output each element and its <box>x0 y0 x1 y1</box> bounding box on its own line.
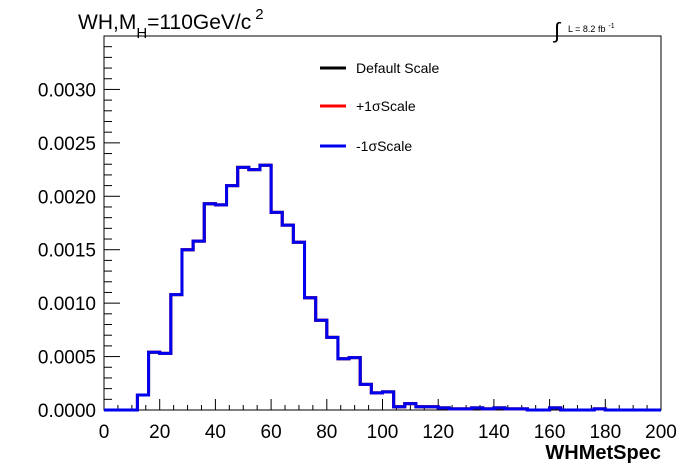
integral-sign: ∫ <box>552 18 562 43</box>
x-tick-label: 160 <box>534 422 566 443</box>
x-tick-label: 20 <box>149 422 170 443</box>
chart-title: WH,MH=110GeV/c 2 <box>78 6 264 42</box>
lumi-text: L = 8.2 fb -1 <box>568 23 615 34</box>
y-tick-label: 0.0025 <box>38 134 96 155</box>
x-tick-label: 180 <box>589 422 621 443</box>
lumi-value: L = 8.2 fb <box>568 24 605 34</box>
legend-label: -1σScale <box>356 138 412 154</box>
title-main: WH,M <box>78 11 136 34</box>
x-tick-label: 140 <box>478 422 510 443</box>
y-tick-label: 0.0000 <box>38 401 96 422</box>
x-tick-label: 80 <box>316 422 337 443</box>
y-tick-label: 0.0010 <box>38 294 96 315</box>
y-tick-label: 0.0020 <box>38 187 96 208</box>
y-tick-label: 0.0030 <box>38 80 96 101</box>
x-axis-title: WHMetSpec <box>545 442 661 464</box>
title-superscript: 2 <box>255 6 263 23</box>
legend: Default Scale +1σScale -1σScale <box>320 60 439 154</box>
series-line-3 <box>104 163 661 412</box>
title-subscript: H <box>136 25 147 42</box>
title-rest: =110GeV/c <box>147 11 251 34</box>
legend-label: Default Scale <box>356 60 439 76</box>
y-tick-label: 0.0015 <box>38 241 96 262</box>
x-tick-label: 40 <box>205 422 226 443</box>
y-tick-label: 0.0005 <box>38 348 96 369</box>
lumi-superscript: -1 <box>608 23 614 30</box>
x-tick-label: 0 <box>99 422 110 443</box>
x-tick-label: 100 <box>367 422 399 443</box>
x-tick-label: 120 <box>422 422 454 443</box>
x-tick-label: 200 <box>645 422 677 443</box>
series-layer <box>104 163 661 412</box>
x-tick-label: 60 <box>261 422 282 443</box>
legend-label: +1σScale <box>356 98 416 114</box>
luminosity-label: ∫ L = 8.2 fb -1 <box>552 18 615 43</box>
